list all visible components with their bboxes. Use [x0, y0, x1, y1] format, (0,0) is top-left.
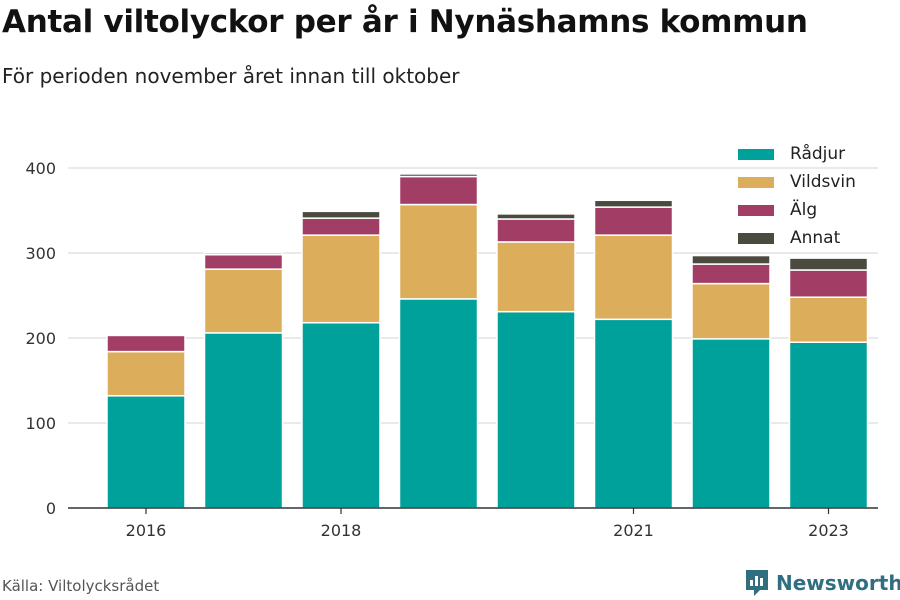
- bar-rdjur-2017: [203, 332, 284, 509]
- bar-vildsvin-2018: [301, 234, 381, 324]
- bar-vildsvin-2017: [203, 268, 284, 334]
- bar-rdjur-2022: [691, 338, 771, 509]
- bar-lg-2023: [788, 269, 869, 298]
- y-tick-label: 400: [25, 159, 56, 178]
- bar-vildsvin-2021: [593, 234, 674, 321]
- bar-annat-2017: [203, 252, 284, 256]
- stacked-bar-chart: 0 100 200 300 400 2016 2018 2021 2023: [25, 159, 878, 540]
- bar-rdjur-2020: [496, 310, 576, 509]
- bar-lg-2020: [496, 218, 576, 243]
- bar-rdjur-2023: [788, 341, 869, 509]
- bar-lg-2016: [106, 334, 186, 353]
- legend-item: Rådjur: [738, 140, 856, 168]
- y-tick-label: 200: [25, 329, 56, 348]
- legend-item: Vildsvin: [738, 168, 856, 196]
- bar-vildsvin-2019: [398, 203, 479, 300]
- newsworthy-logo-icon: [746, 570, 768, 596]
- bar-lg-2019: [398, 175, 479, 206]
- bar-annat-2023: [788, 257, 869, 271]
- bar-lg-2018: [301, 217, 381, 236]
- x-tick-label: 2016: [126, 521, 167, 540]
- bar-annat-2019: [398, 173, 479, 178]
- bar-lg-2017: [203, 253, 284, 270]
- bar-rdjur-2016: [106, 395, 186, 509]
- bar-rdjur-2019: [398, 298, 479, 509]
- brand-logo: Newsworthy: [744, 568, 900, 598]
- legend-swatch: [738, 204, 774, 216]
- bar-vildsvin-2022: [691, 282, 771, 340]
- legend: Rådjur Vildsvin Älg Annat: [738, 140, 856, 252]
- legend-label: Älg: [790, 200, 818, 220]
- legend-swatch: [738, 148, 774, 160]
- legend-label: Vildsvin: [790, 172, 856, 192]
- source-note: Källa: Viltolycksrådet: [2, 577, 160, 595]
- bar-rdjur-2021: [593, 318, 674, 509]
- bar-vildsvin-2020: [496, 241, 576, 313]
- bar-annat-2021: [593, 199, 674, 208]
- bar-vildsvin-2016: [106, 350, 186, 397]
- bar-vildsvin-2023: [788, 296, 869, 344]
- legend-label: Rådjur: [790, 144, 846, 164]
- legend-item: Älg: [738, 196, 856, 224]
- chart-subtitle: För perioden november året innan till ok…: [2, 64, 460, 88]
- legend-swatch: [738, 232, 774, 244]
- bar-lg-2021: [593, 206, 674, 236]
- x-tick-label: 2021: [613, 521, 654, 540]
- bar-annat-2020: [496, 213, 576, 220]
- bar-annat-2022: [691, 254, 771, 265]
- y-tick-label: 100: [25, 414, 56, 433]
- bar-rdjur-2018: [301, 321, 381, 509]
- legend-swatch: [738, 176, 774, 188]
- brand-name: Newsworthy: [776, 571, 900, 595]
- x-tick-label: 2018: [321, 521, 362, 540]
- x-tick-label: 2023: [808, 521, 849, 540]
- legend-item: Annat: [738, 224, 856, 252]
- y-tick-label: 300: [25, 244, 56, 263]
- bar-annat-2018: [301, 210, 381, 219]
- bar-lg-2022: [691, 263, 771, 285]
- chart-title: Antal viltolyckor per år i Nynäshamns ko…: [2, 4, 808, 40]
- y-tick-label: 0: [46, 499, 56, 518]
- legend-label: Annat: [790, 228, 841, 248]
